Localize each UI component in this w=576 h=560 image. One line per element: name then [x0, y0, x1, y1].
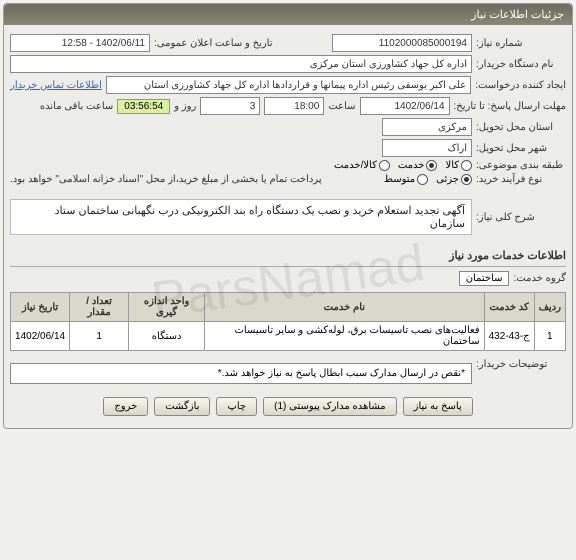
- announce-date: 1402/06/11 - 12:58: [10, 34, 150, 52]
- desc-label: شرح کلی نیاز:: [476, 212, 566, 223]
- radio-goods-label: کالا: [445, 160, 459, 171]
- radio-partial-label: جزئی: [436, 174, 459, 185]
- radio-service[interactable]: [426, 160, 437, 171]
- remaining-label: ساعت باقی مانده: [40, 101, 113, 112]
- th-code: کد خدمت: [484, 293, 534, 322]
- payment-note: پرداخت تمام یا بخشی از مبلغ خرید،از محل …: [10, 174, 322, 185]
- exit-button[interactable]: خروج: [103, 397, 148, 416]
- creator: علی اکبر یوسفی رئیس اداره پیمانها و قرار…: [106, 76, 471, 94]
- process-type-label: نوع فرآیند خرید:: [476, 174, 566, 185]
- radio-goods-service[interactable]: [379, 160, 390, 171]
- th-name: نام خدمت: [205, 293, 485, 322]
- days-label: روز و: [174, 101, 196, 112]
- td-code: ج-43-432: [484, 322, 534, 351]
- category-radio-group: کالا خدمت کالا/خدمت: [334, 160, 472, 171]
- service-group: ساختمان: [459, 271, 510, 286]
- province: مرکزی: [382, 118, 472, 136]
- category-label: طبقه بندی موضوعی:: [476, 160, 566, 171]
- back-button[interactable]: بازگشت: [154, 397, 210, 416]
- radio-goods[interactable]: [461, 160, 472, 171]
- th-qty: تعداد / مقدار: [70, 293, 129, 322]
- deadline-time: 18:00: [264, 97, 324, 115]
- buyer-notes-label: توضیحات خریدار:: [476, 359, 566, 370]
- city: اراک: [382, 139, 472, 157]
- th-date: تاریخ نیاز: [11, 293, 70, 322]
- main-panel: جزئیات اطلاعات نیاز شماره نیاز: 11020000…: [3, 3, 573, 429]
- respond-button[interactable]: پاسخ به نیاز: [403, 397, 473, 416]
- deadline-time-label: ساعت: [328, 101, 355, 112]
- table-row: 1 ج-43-432 فعالیت‌های نصب تاسیسات برق، ل…: [11, 322, 566, 351]
- th-unit: واحد اندازه گیری: [129, 293, 205, 322]
- td-date: 1402/06/14: [11, 322, 70, 351]
- need-number-label: شماره نیاز:: [476, 38, 566, 49]
- city-label: شهر محل تحویل:: [476, 143, 566, 154]
- radio-service-label: خدمت: [398, 160, 425, 171]
- services-info-header: اطلاعات خدمات مورد نیاز: [10, 245, 566, 267]
- deadline-label: مهلت ارسال پاسخ: تا تاریخ:: [454, 101, 566, 112]
- td-qty: 1: [70, 322, 129, 351]
- attachments-button[interactable]: مشاهده مدارک پیوستی (1): [263, 397, 397, 416]
- buyer-org: اداره کل جهاد کشاورزی استان مرکزی: [10, 55, 472, 73]
- deadline-date: 1402/06/14: [360, 97, 450, 115]
- panel-title: جزئیات اطلاعات نیاز: [4, 4, 572, 25]
- service-group-label: گروه خدمت:: [513, 273, 566, 284]
- process-radio-group: جزئی متوسط: [384, 174, 472, 185]
- buyer-org-label: نام دستگاه خریدار:: [476, 59, 566, 70]
- desc: آگهی تجدید استعلام خرید و نصب یک دستگاه …: [10, 199, 472, 235]
- radio-goods-service-label: کالا/خدمت: [334, 160, 377, 171]
- need-number: 1102000085000194: [332, 34, 472, 52]
- days: 3: [200, 97, 260, 115]
- td-row: 1: [534, 322, 565, 351]
- province-label: استان محل تحویل:: [476, 122, 566, 133]
- contact-link[interactable]: اطلاعات تماس خریدار: [10, 80, 102, 91]
- remaining-timer: 03:56:54: [117, 99, 170, 114]
- radio-medium-label: متوسط: [384, 174, 415, 185]
- radio-partial[interactable]: [461, 174, 472, 185]
- radio-medium[interactable]: [417, 174, 428, 185]
- creator-label: ایجاد کننده درخواست:: [475, 80, 566, 91]
- print-button[interactable]: چاپ: [216, 397, 257, 416]
- td-name: فعالیت‌های نصب تاسیسات برق، لوله‌کشی و س…: [205, 322, 485, 351]
- th-row: ردیف: [534, 293, 565, 322]
- td-unit: دستگاه: [129, 322, 205, 351]
- services-table: ردیف کد خدمت نام خدمت واحد اندازه گیری ت…: [10, 292, 566, 351]
- announce-date-label: تاریخ و ساعت اعلان عمومی:: [154, 38, 273, 49]
- buyer-notes: *نقص در ارسال مدارک سبب ابطال پاسخ به نی…: [10, 363, 472, 384]
- button-row: پاسخ به نیاز مشاهده مدارک پیوستی (1) چاپ…: [10, 391, 566, 422]
